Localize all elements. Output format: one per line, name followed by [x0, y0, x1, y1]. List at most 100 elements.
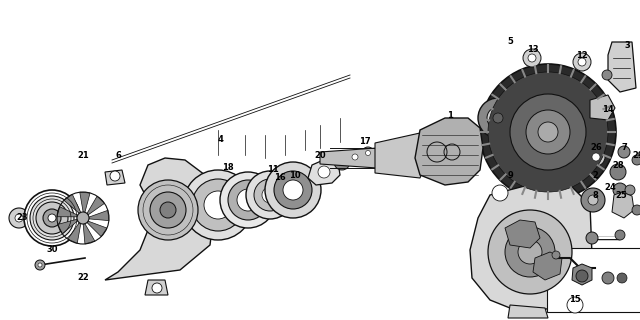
Polygon shape [415, 118, 483, 185]
Circle shape [262, 187, 278, 203]
Circle shape [318, 166, 330, 178]
Circle shape [283, 180, 303, 200]
Circle shape [602, 272, 614, 284]
Polygon shape [58, 219, 77, 234]
Circle shape [192, 179, 244, 231]
Polygon shape [105, 170, 125, 185]
Circle shape [526, 110, 570, 154]
Circle shape [632, 205, 640, 215]
Circle shape [110, 171, 120, 181]
Circle shape [576, 270, 588, 282]
Text: 23: 23 [16, 213, 28, 222]
Polygon shape [308, 158, 340, 185]
Text: 30: 30 [46, 245, 58, 254]
Circle shape [488, 72, 608, 192]
Polygon shape [64, 194, 81, 213]
Text: 28: 28 [612, 161, 624, 170]
Circle shape [493, 113, 503, 123]
Text: 8: 8 [592, 190, 598, 199]
Text: 15: 15 [569, 295, 581, 305]
Text: 16: 16 [274, 173, 286, 182]
Circle shape [618, 146, 630, 158]
Bar [547, 248, 640, 312]
Circle shape [602, 70, 612, 80]
Circle shape [552, 251, 560, 259]
Circle shape [625, 185, 635, 195]
Circle shape [24, 190, 80, 246]
Text: 6: 6 [115, 150, 121, 159]
Polygon shape [612, 192, 634, 218]
Circle shape [588, 195, 598, 205]
Text: 14: 14 [602, 106, 614, 115]
Polygon shape [572, 264, 592, 285]
Circle shape [160, 202, 176, 218]
Circle shape [204, 191, 232, 219]
Text: 7: 7 [621, 143, 627, 153]
Circle shape [15, 214, 23, 222]
Polygon shape [83, 224, 95, 244]
Text: 25: 25 [615, 190, 627, 199]
Circle shape [480, 64, 616, 200]
Circle shape [150, 192, 186, 228]
Circle shape [492, 185, 508, 201]
Polygon shape [590, 95, 615, 120]
Polygon shape [533, 252, 562, 280]
Text: 9: 9 [507, 171, 513, 180]
Text: 11: 11 [267, 165, 279, 174]
Circle shape [617, 273, 627, 283]
Circle shape [183, 170, 253, 240]
Circle shape [152, 283, 162, 293]
Text: 24: 24 [604, 183, 616, 193]
Circle shape [528, 54, 536, 62]
Text: 5: 5 [507, 37, 513, 46]
Circle shape [35, 260, 45, 270]
Circle shape [274, 171, 312, 209]
Circle shape [581, 188, 605, 212]
Circle shape [36, 202, 68, 234]
Polygon shape [320, 148, 377, 168]
Polygon shape [80, 192, 90, 212]
Circle shape [237, 189, 259, 211]
Circle shape [220, 172, 276, 228]
Circle shape [573, 53, 591, 71]
Circle shape [538, 122, 558, 142]
Circle shape [334, 154, 350, 170]
Text: 17: 17 [359, 138, 371, 147]
Circle shape [365, 150, 371, 156]
Text: 21: 21 [77, 150, 89, 159]
Circle shape [43, 209, 61, 227]
Circle shape [246, 171, 294, 219]
Circle shape [510, 94, 586, 170]
Circle shape [613, 183, 627, 197]
Circle shape [265, 162, 321, 218]
Polygon shape [57, 207, 77, 217]
Polygon shape [508, 305, 548, 318]
Circle shape [567, 297, 583, 313]
Circle shape [348, 150, 362, 164]
Circle shape [254, 179, 286, 211]
Text: 29: 29 [632, 150, 640, 159]
Circle shape [9, 208, 29, 228]
Circle shape [632, 155, 640, 165]
Circle shape [523, 49, 541, 67]
Text: 12: 12 [576, 51, 588, 60]
Circle shape [478, 98, 518, 138]
Text: 3: 3 [624, 41, 630, 50]
Circle shape [615, 230, 625, 240]
Circle shape [488, 210, 572, 294]
Polygon shape [105, 158, 215, 280]
Polygon shape [68, 223, 81, 243]
Circle shape [578, 58, 586, 66]
Circle shape [505, 227, 555, 277]
Polygon shape [470, 182, 592, 312]
Polygon shape [89, 210, 109, 220]
Text: 18: 18 [222, 164, 234, 172]
Text: 1: 1 [447, 110, 453, 119]
Circle shape [610, 164, 626, 180]
Circle shape [38, 263, 42, 267]
Circle shape [592, 153, 600, 161]
Circle shape [518, 240, 542, 264]
Text: 10: 10 [289, 171, 301, 180]
Circle shape [587, 148, 605, 166]
Circle shape [77, 212, 89, 224]
